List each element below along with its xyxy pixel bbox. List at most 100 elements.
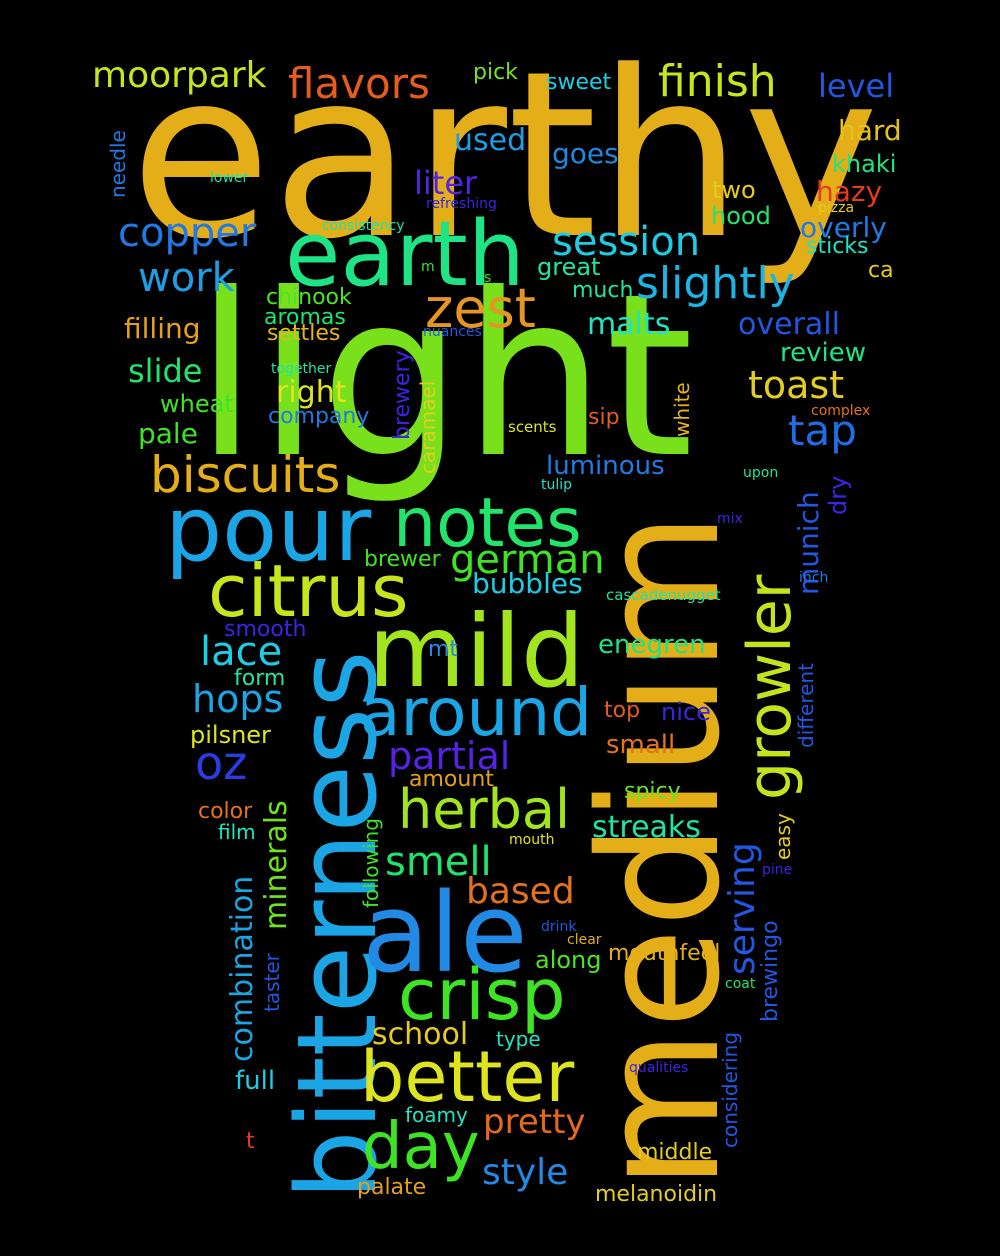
word-palate: palate [357, 1175, 427, 1200]
word-enegren: enegren [598, 630, 706, 660]
word-aromas: aromas [264, 305, 346, 330]
word-needle: needle [106, 130, 130, 198]
word-citrus: citrus [208, 549, 409, 633]
word-sweet: sweet [546, 70, 612, 95]
word-dry: dry [824, 475, 852, 515]
word-white: white [670, 382, 694, 437]
word-based: based [466, 871, 575, 912]
word-oz: oz [195, 736, 248, 790]
word-pretty: pretty [483, 1102, 586, 1142]
word-inch: inch [799, 570, 829, 586]
word-mouthfeel: mouthfeel [608, 941, 721, 966]
word-brewingo: brewingo [758, 920, 783, 1022]
word-complex: complex [811, 403, 871, 419]
word-considering: considering [718, 1031, 742, 1148]
word-along: along [535, 946, 602, 974]
word-review: review [780, 338, 866, 368]
word-sticks: sticks [806, 234, 869, 259]
word-spicy: spicy [624, 779, 681, 804]
word-german: german [450, 537, 605, 583]
word-coat: coat [725, 976, 756, 992]
word-film: film [218, 820, 256, 844]
word-upon: upon [743, 465, 779, 481]
word-malts: malts [587, 307, 671, 342]
word-different: different [794, 663, 818, 748]
word-school: school [372, 1017, 469, 1052]
word-refreshing: refreshing [426, 196, 497, 212]
word-day: day [362, 1110, 480, 1184]
word-slide: slide [128, 352, 203, 390]
word-earthy: earthy [130, 23, 880, 290]
word-herbal: herbal [398, 778, 571, 841]
word-together: together [271, 361, 332, 377]
word-amount: amount [409, 767, 494, 792]
word-pizza: pizza [818, 200, 855, 216]
word-caramael: caramael [416, 380, 440, 474]
word-growler: growler [735, 574, 805, 800]
word-type: type [496, 1027, 541, 1051]
word-nice: nice [661, 698, 711, 726]
word-serving: serving [722, 842, 763, 975]
word-bubbles: bubbles [472, 567, 583, 600]
word-pine: pine [762, 862, 793, 878]
word-foamy: foamy [405, 1103, 468, 1127]
word-overly: overly [800, 211, 887, 244]
word-top: top [604, 698, 641, 723]
word-mix: mix [717, 511, 743, 527]
word-clear: clear [567, 932, 602, 948]
word-two: two [712, 176, 756, 204]
word-around: around [360, 674, 593, 751]
word-session: session [552, 219, 701, 265]
word-smooth: smooth [224, 617, 307, 642]
word-pick: pick [473, 60, 518, 85]
word-ale: ale [362, 869, 528, 997]
word-cascadenugget: cascadenugget [606, 586, 721, 604]
word-work: work [138, 255, 235, 301]
word-consistency: consistency [322, 218, 405, 234]
word-better: better [360, 1036, 575, 1118]
word-color: color [198, 799, 253, 824]
word-light: light [195, 246, 694, 508]
word-chinook: chinook [266, 285, 352, 310]
word-zest: zest [425, 277, 536, 340]
word-flavors: flavors [288, 59, 430, 108]
word-melanoidin: melanoidin [595, 1182, 718, 1207]
word-pale: pale [138, 417, 198, 450]
word-company: company [268, 404, 370, 429]
word-s: s [484, 270, 492, 286]
word-finish: finish [658, 56, 777, 107]
word-drink: drink [541, 919, 577, 935]
word-settles: settles [267, 321, 341, 346]
word-mouth: mouth [509, 832, 555, 848]
word-level: level [818, 67, 895, 105]
word-copper: copper [118, 210, 257, 256]
word-goes: goes [552, 137, 619, 170]
word-biscuits: biscuits [150, 446, 341, 504]
word-lace: lace [200, 629, 283, 675]
word-t: t [246, 1129, 255, 1154]
word-hood: hood [711, 202, 771, 230]
word-brewery: brewery [390, 350, 415, 440]
word-much: much [572, 278, 634, 303]
word-mild: mild [368, 593, 585, 710]
word-slightly: slightly [636, 258, 795, 309]
word-style: style [482, 1152, 569, 1193]
word-combination: combination [225, 875, 260, 1062]
word-hazy: hazy [816, 175, 883, 208]
word-small: small [606, 730, 676, 760]
word-tulip: tulip [541, 477, 573, 493]
word-liter: liter [414, 164, 478, 202]
word-brewer: brewer [364, 547, 441, 572]
word-khaki: khaki [832, 150, 897, 178]
word-right: right [276, 375, 347, 410]
word-sip: sip [588, 405, 620, 430]
word-toast: toast [748, 363, 845, 407]
word-luminous: luminous [546, 451, 665, 481]
word-used: used [454, 123, 527, 158]
word-smell: smell [385, 839, 492, 885]
word-ca: ca [868, 258, 894, 283]
word-pour: pour [165, 477, 372, 582]
word-minerals: minerals [259, 800, 294, 930]
word-moorpark: moorpark [92, 55, 267, 96]
